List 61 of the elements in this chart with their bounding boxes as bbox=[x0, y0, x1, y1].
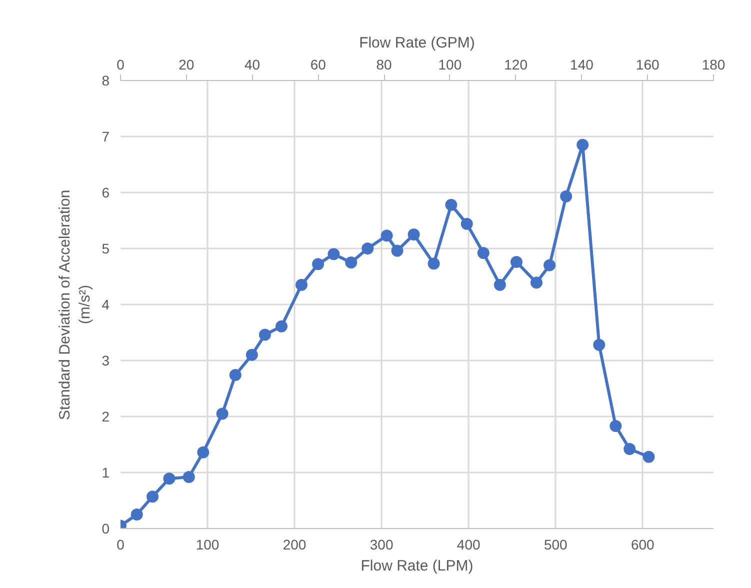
y-tick-label: 4 bbox=[102, 296, 110, 312]
point bbox=[146, 490, 159, 503]
x-tick-label: 400 bbox=[456, 536, 480, 552]
x-tick-label: 100 bbox=[196, 536, 220, 552]
point bbox=[428, 258, 440, 270]
point bbox=[345, 256, 358, 268]
x2-tick-label: 120 bbox=[504, 56, 528, 72]
x2-tick-label: 100 bbox=[438, 56, 462, 72]
point bbox=[460, 218, 473, 230]
x-tick-label: 500 bbox=[544, 536, 568, 552]
point bbox=[576, 138, 589, 151]
point bbox=[328, 248, 340, 260]
point bbox=[312, 258, 324, 270]
y-tick-label: 8 bbox=[102, 72, 110, 88]
point bbox=[258, 328, 271, 341]
point bbox=[216, 408, 228, 420]
point bbox=[276, 320, 288, 332]
point bbox=[182, 470, 195, 483]
x2-tick-label: 0 bbox=[116, 56, 125, 72]
x-tick-label: 0 bbox=[116, 536, 125, 552]
x-tick-label: 600 bbox=[630, 536, 655, 552]
point bbox=[477, 246, 490, 259]
x2-tick-label: 40 bbox=[244, 56, 260, 72]
y-axis-title: Standard Deviation of Acceleration (m/s²) bbox=[56, 190, 94, 420]
point bbox=[391, 244, 404, 257]
point bbox=[510, 256, 522, 268]
x2-tick-label: 140 bbox=[570, 56, 594, 72]
point bbox=[530, 276, 542, 289]
point bbox=[229, 369, 242, 382]
x2-axis-title: Flow Rate (GPM) bbox=[359, 34, 475, 52]
point bbox=[494, 278, 506, 291]
point bbox=[163, 472, 176, 485]
point bbox=[544, 259, 556, 272]
y-tick-label: 6 bbox=[102, 184, 110, 200]
x2-tick-label: 180 bbox=[702, 56, 726, 72]
y-tick-label: 2 bbox=[102, 408, 110, 424]
x2-tick-label: 60 bbox=[310, 56, 326, 72]
point bbox=[362, 242, 374, 254]
x-tick-label: 200 bbox=[282, 536, 306, 552]
y-tick-label: 1 bbox=[102, 464, 110, 480]
point bbox=[593, 338, 606, 351]
point bbox=[408, 228, 420, 240]
point bbox=[130, 508, 143, 520]
point bbox=[642, 450, 655, 463]
x-axis-title: Flow Rate (LPM) bbox=[360, 558, 474, 574]
y-tick-label: 7 bbox=[102, 128, 110, 144]
point bbox=[380, 230, 393, 242]
point bbox=[296, 278, 308, 291]
point bbox=[610, 420, 622, 432]
point bbox=[624, 442, 636, 455]
point bbox=[197, 446, 210, 458]
y-tick-label: 5 bbox=[102, 240, 110, 256]
point bbox=[246, 348, 258, 361]
point bbox=[560, 190, 572, 202]
y-tick-label: 0 bbox=[102, 520, 110, 536]
point bbox=[445, 198, 458, 211]
x2-tick-label: 160 bbox=[636, 56, 660, 72]
y-tick-label: 3 bbox=[102, 352, 110, 368]
x-tick-label: 300 bbox=[370, 536, 394, 552]
x2-tick-label: 80 bbox=[376, 56, 392, 72]
x2-tick-label: 20 bbox=[178, 56, 194, 72]
